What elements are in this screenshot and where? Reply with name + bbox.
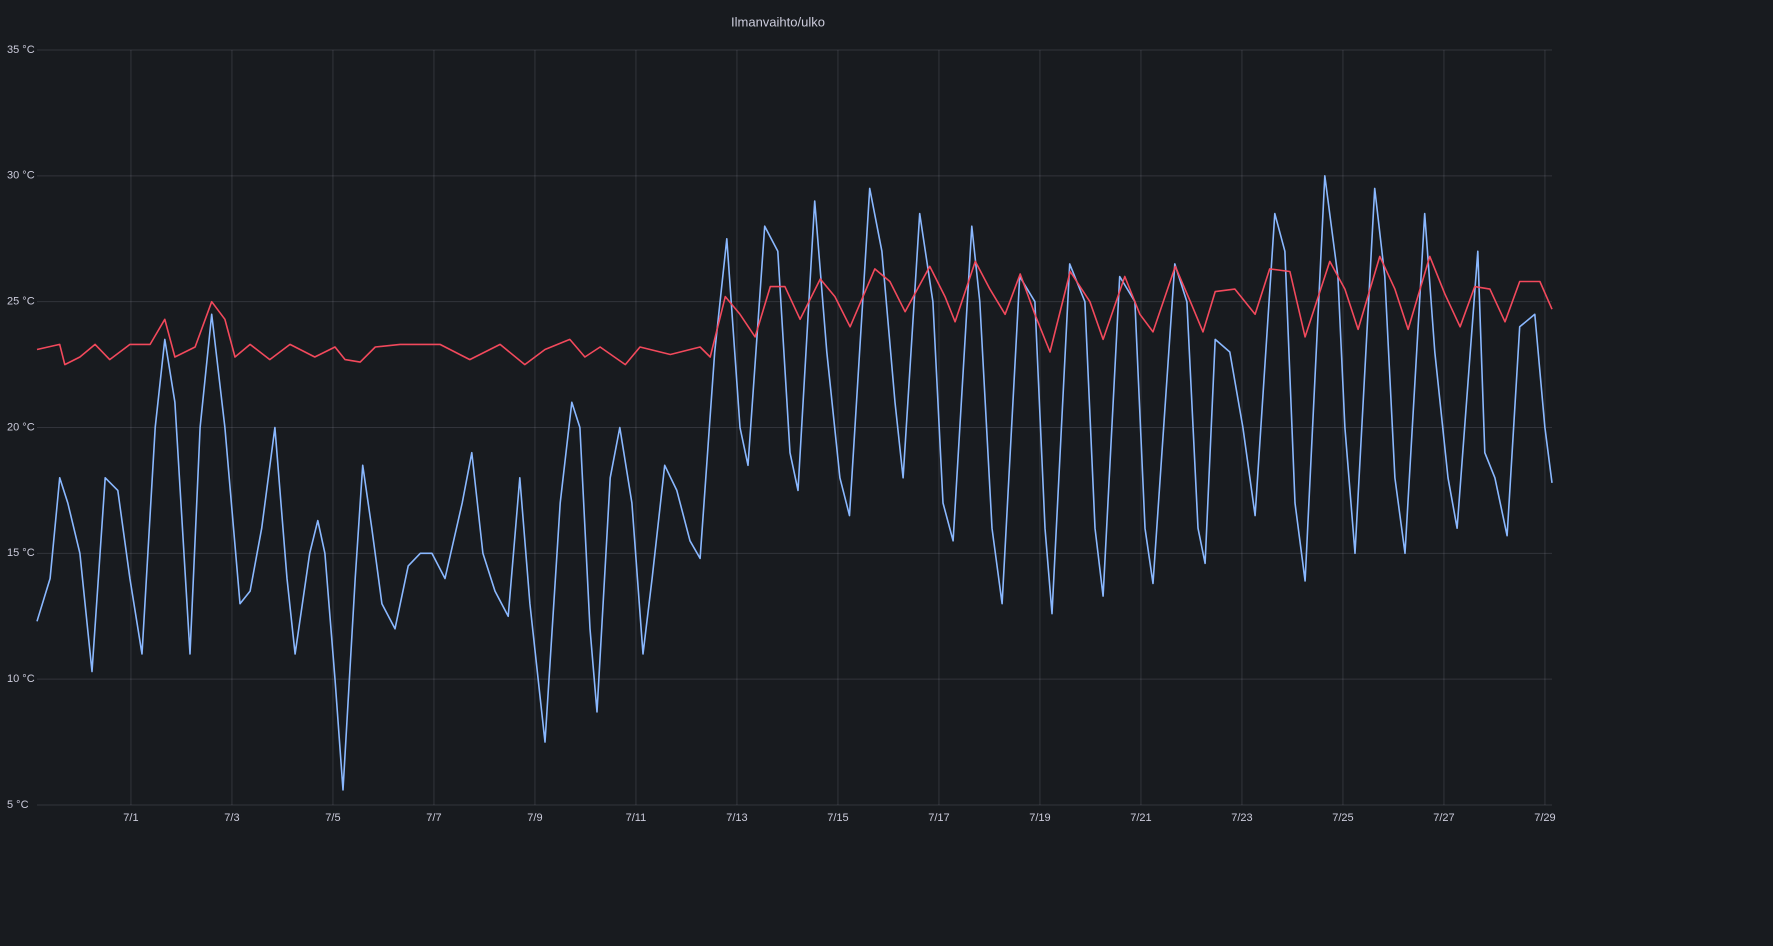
x-tick-label: 7/23 (1231, 812, 1252, 824)
chart-title: Ilmanvaihto/ulko (731, 14, 825, 29)
x-tick-label: 7/27 (1433, 812, 1454, 824)
x-tick-label: 7/17 (928, 812, 949, 824)
x-tick-label: 7/25 (1332, 812, 1353, 824)
y-tick-label: 35 °C (7, 44, 35, 56)
y-tick-label: 15 °C (7, 547, 35, 559)
x-tick-label: 7/19 (1029, 812, 1050, 824)
x-tick-label: 7/7 (426, 812, 441, 824)
x-tick-label: 7/5 (325, 812, 340, 824)
x-tick-label: 7/3 (224, 812, 239, 824)
x-tick-label: 7/21 (1130, 812, 1151, 824)
x-tick-label: 7/29 (1534, 812, 1555, 824)
y-tick-label: 10 °C (7, 673, 35, 685)
y-tick-label: 20 °C (7, 421, 35, 433)
y-tick-label: 25 °C (7, 296, 35, 308)
x-tick-label: 7/13 (726, 812, 747, 824)
y-tick-label: 5 °C (7, 799, 29, 811)
series-line (36, 255, 1553, 366)
series-line (36, 175, 1553, 791)
x-tick-label: 7/15 (827, 812, 848, 824)
x-tick-label: 7/1 (123, 812, 138, 824)
y-tick-label: 30 °C (7, 170, 35, 182)
x-tick-label: 7/9 (527, 812, 542, 824)
x-tick-label: 7/11 (626, 812, 647, 824)
